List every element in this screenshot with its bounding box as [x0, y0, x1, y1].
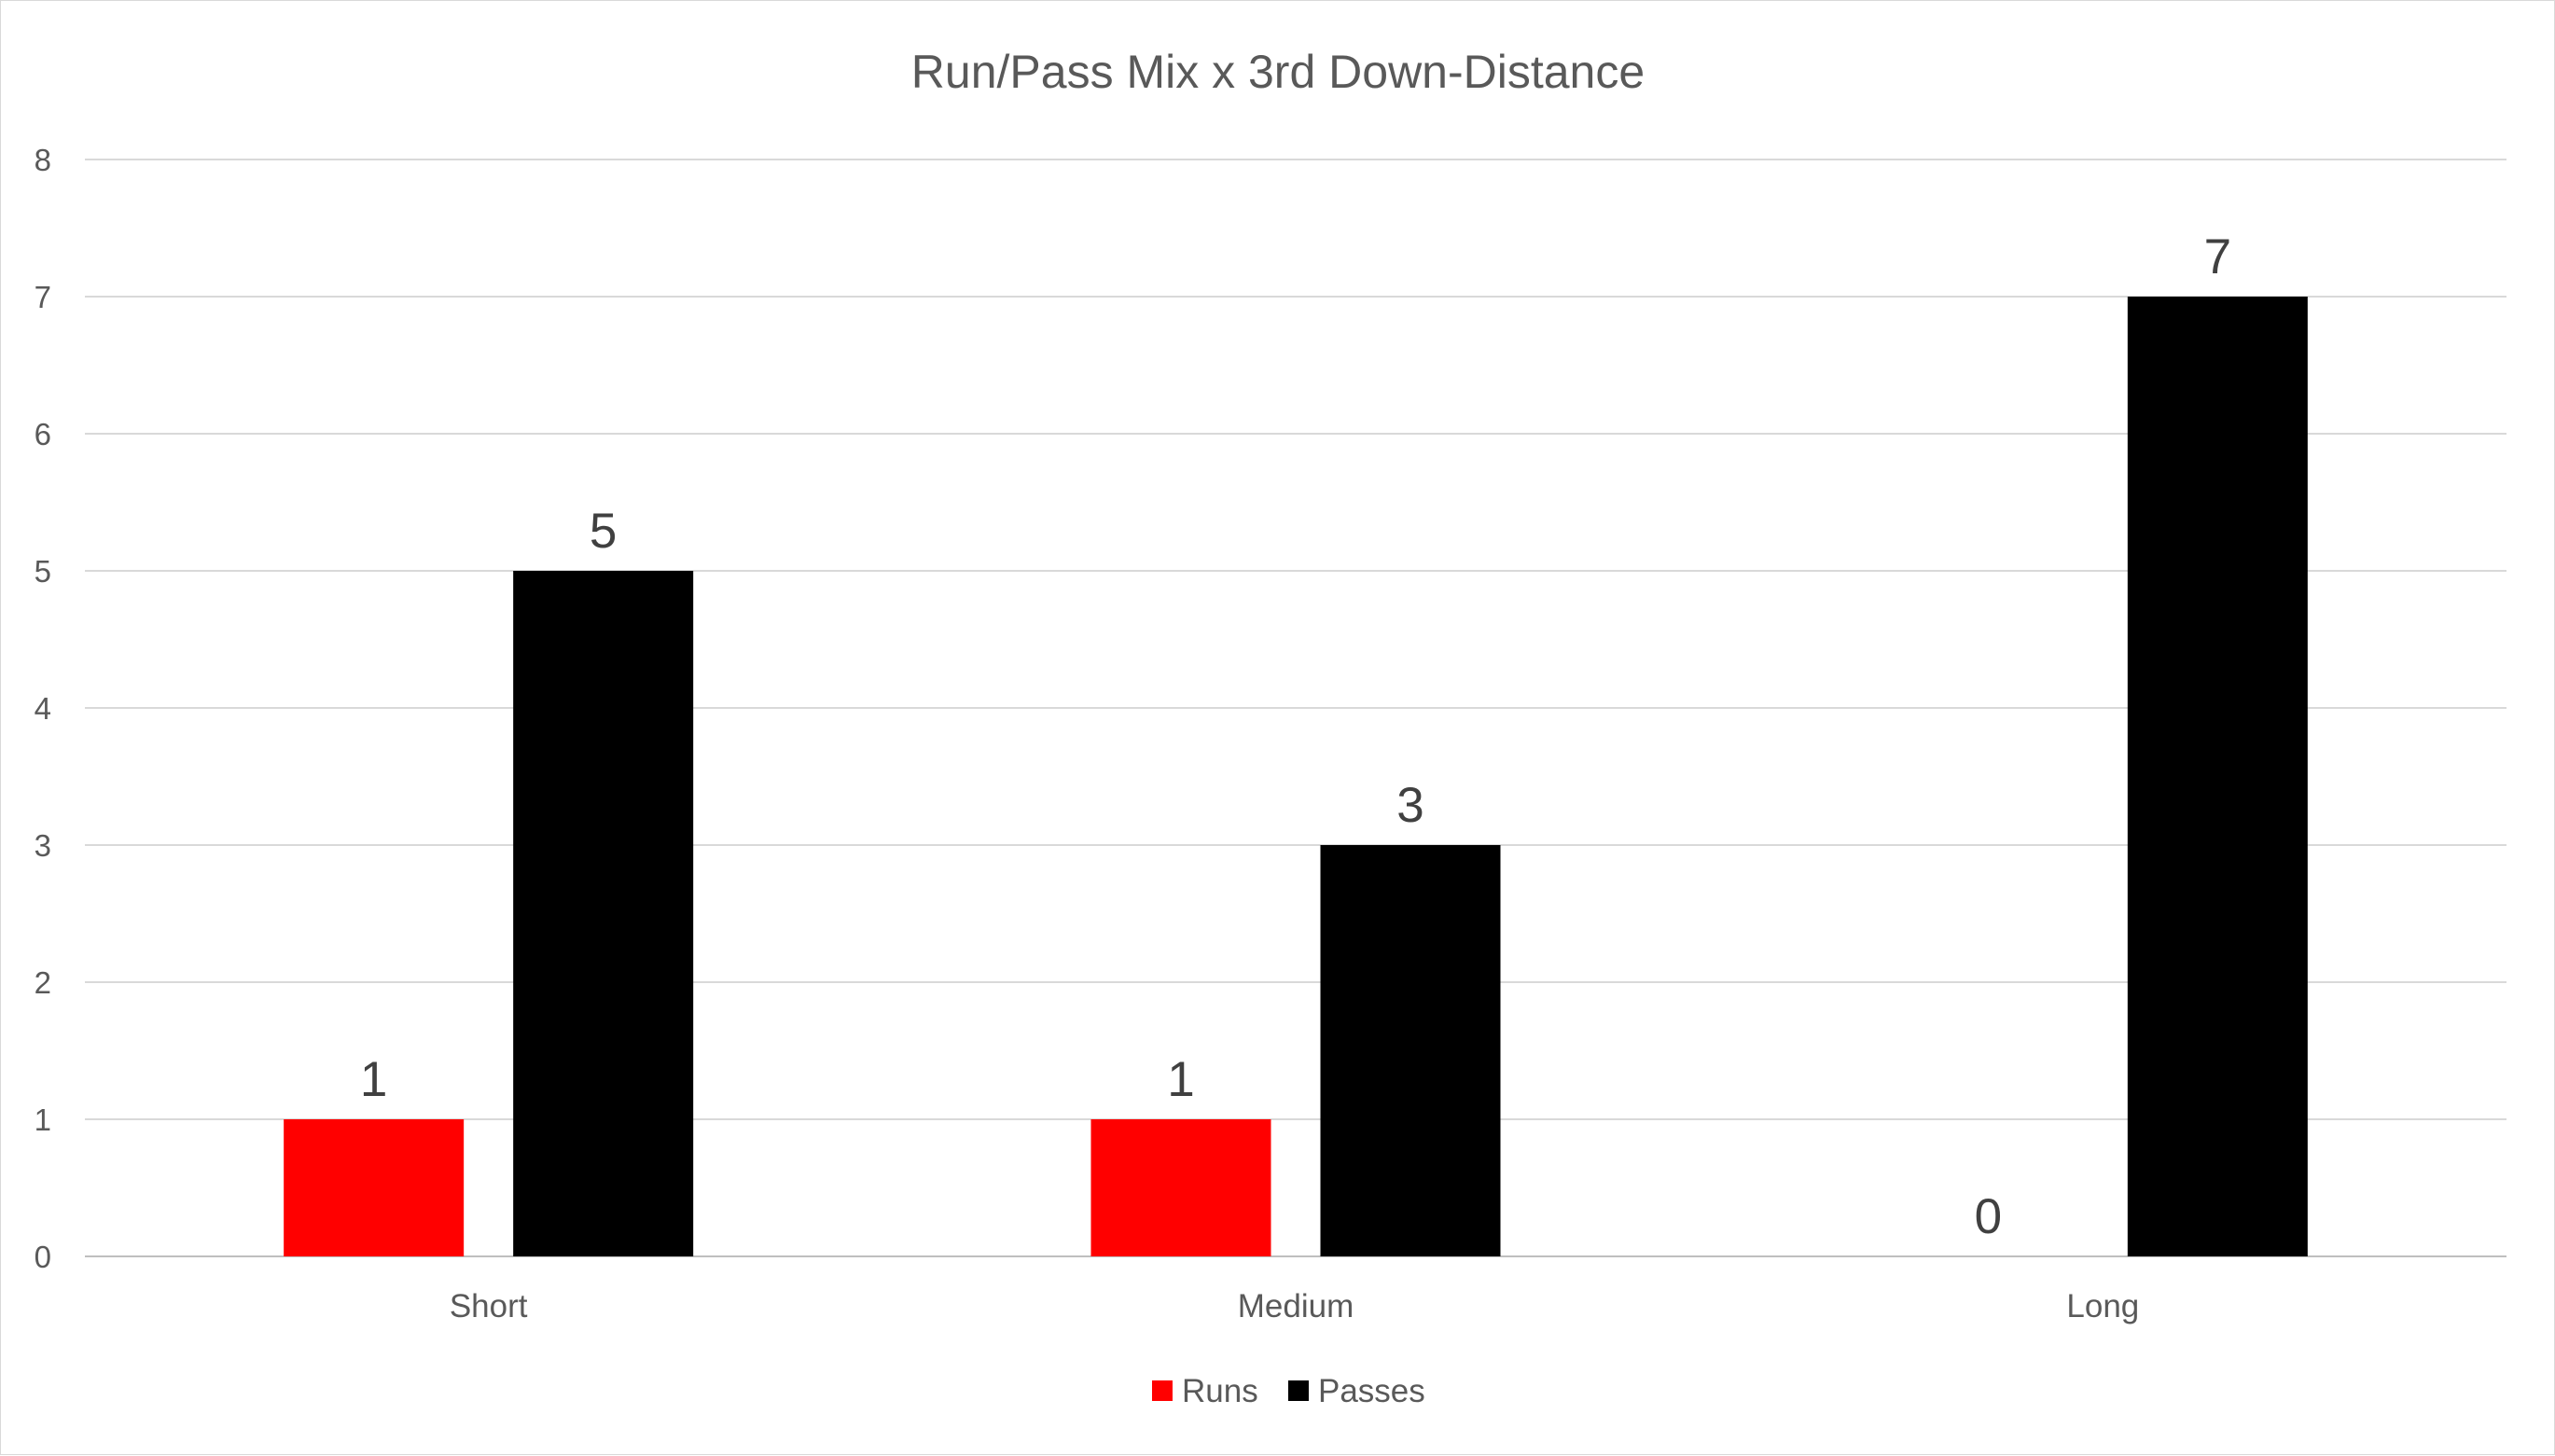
legend-label-passes: Passes — [1318, 1373, 1425, 1409]
y-tick-label: 6 — [35, 417, 51, 451]
data-labels: 1 5 1 3 0 7 — [360, 229, 2231, 1244]
data-label: 5 — [590, 504, 617, 559]
data-label: 1 — [360, 1052, 387, 1107]
bar-passes-medium — [1320, 845, 1501, 1256]
bar-passes-long — [2127, 297, 2308, 1256]
bar-runs-short — [284, 1119, 465, 1256]
gridlines — [85, 159, 2506, 1257]
data-label: 0 — [1975, 1189, 2002, 1244]
legend-swatch-runs — [1152, 1380, 1173, 1401]
y-tick-label: 3 — [35, 828, 51, 863]
x-category-label: Long — [2066, 1288, 2139, 1324]
x-category-label: Short — [450, 1288, 528, 1324]
data-label: 1 — [1167, 1052, 1194, 1107]
y-tick-label: 8 — [35, 143, 51, 177]
chart-title: Run/Pass Mix x 3rd Down-Distance — [911, 46, 1645, 98]
data-label: 3 — [1396, 778, 1423, 833]
y-tick-label: 4 — [35, 691, 51, 726]
y-tick-label: 1 — [35, 1102, 51, 1137]
legend-swatch-passes — [1288, 1380, 1309, 1401]
y-tick-label: 0 — [35, 1240, 51, 1274]
bars — [284, 297, 2308, 1256]
bar-passes-short — [513, 571, 694, 1256]
legend-label-runs: Runs — [1182, 1373, 1258, 1409]
y-tick-label: 2 — [35, 965, 51, 1000]
y-axis-ticks: 0 1 2 3 4 5 6 7 8 — [35, 143, 51, 1274]
bar-runs-medium — [1090, 1119, 1271, 1256]
x-axis-categories: Short Medium Long — [450, 1288, 2139, 1324]
x-category-label: Medium — [1238, 1288, 1354, 1324]
data-label: 7 — [2204, 229, 2231, 284]
y-tick-label: 7 — [35, 280, 51, 314]
y-tick-label: 5 — [35, 554, 51, 589]
legend: Runs Passes — [1152, 1373, 1425, 1409]
